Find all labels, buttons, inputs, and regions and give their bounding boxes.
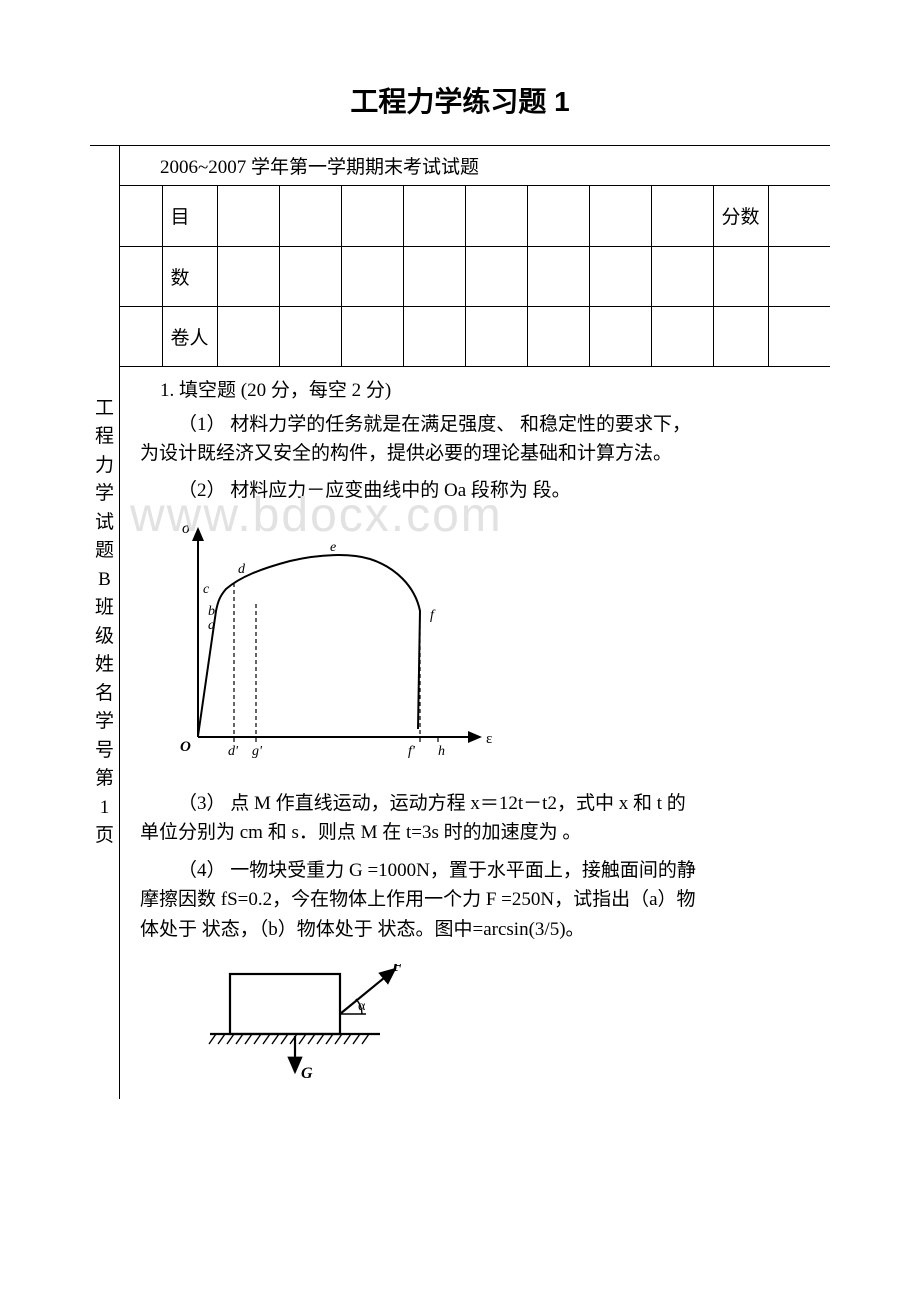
svg-text:d: d bbox=[238, 562, 246, 577]
table-row-label: 卷人 bbox=[162, 306, 217, 366]
q3-line2: 单位分别为 cm 和 s．则点 M 在 t=3s 时的加速度为 。 bbox=[120, 818, 830, 847]
table-cell bbox=[120, 186, 162, 246]
side-label-char: 程 bbox=[95, 423, 114, 452]
svg-text:c: c bbox=[203, 582, 210, 597]
table-cell bbox=[120, 246, 162, 306]
main-content: 2006~2007 学年第一学期期末考试试题 目 分数数卷人 1. 填空题 (20… bbox=[120, 146, 830, 1099]
table-cell bbox=[217, 306, 279, 366]
side-label-char: B bbox=[98, 566, 111, 595]
table-cell bbox=[120, 306, 162, 366]
side-label-char: 力 bbox=[95, 452, 114, 481]
q4-line3: 体处于 状态，（b）物体处于 状态。图中=arcsin(3/5)。 bbox=[120, 915, 830, 944]
svg-text:F: F bbox=[391, 964, 404, 975]
table-cell bbox=[279, 186, 341, 246]
q1-line1: （1） 材料力学的任务就是在满足强度、 和稳定性的要求下， bbox=[120, 402, 830, 439]
table-row: 数 bbox=[120, 246, 830, 306]
table-cell bbox=[403, 306, 465, 366]
table-cell bbox=[341, 186, 403, 246]
table-cell bbox=[713, 246, 768, 306]
svg-text:G: G bbox=[301, 1065, 313, 1082]
table-cell bbox=[403, 186, 465, 246]
table-cell bbox=[279, 246, 341, 306]
stress-strain-chart: www.bdocx.com σεOabcdefd'g'f'h bbox=[120, 506, 830, 781]
table-cell bbox=[341, 306, 403, 366]
side-label-char: 学 bbox=[95, 480, 114, 509]
table-cell bbox=[768, 246, 830, 306]
svg-text:e: e bbox=[330, 540, 336, 555]
block-diagram-svg: F Gα bbox=[200, 964, 420, 1084]
side-label-char: 级 bbox=[95, 623, 114, 652]
side-label-char: 号 bbox=[95, 737, 114, 766]
svg-text:ε: ε bbox=[486, 731, 492, 747]
table-cell bbox=[341, 246, 403, 306]
q1-line2: 为设计既经济又安全的构件，提供必要的理论基础和计算方法。 bbox=[120, 439, 830, 468]
side-label-char: 题 bbox=[95, 537, 114, 566]
side-label-char: 姓 bbox=[95, 651, 114, 680]
table-cell bbox=[465, 186, 527, 246]
table-row-label: 数 bbox=[162, 246, 217, 306]
svg-text:f: f bbox=[430, 608, 436, 623]
q4-line1: （4） 一物块受重力 G =1000N，置于水平面上，接触面间的静 bbox=[120, 848, 830, 885]
q2-text: （2） 材料应力－应变曲线中的 Oa 段称为 段。 bbox=[120, 468, 830, 505]
svg-text:f': f' bbox=[408, 744, 416, 759]
svg-text:g': g' bbox=[252, 744, 263, 759]
side-label-char: 页 bbox=[95, 822, 114, 851]
table-cell bbox=[651, 306, 713, 366]
table-cell bbox=[651, 186, 713, 246]
table-cell bbox=[768, 306, 830, 366]
side-label-char: 试 bbox=[95, 509, 114, 538]
q4-line2: 摩擦因数 fS=0.2，今在物体上作用一个力 F =250N，试指出（a）物 bbox=[120, 885, 830, 914]
table-cell bbox=[768, 186, 830, 246]
svg-text:b: b bbox=[208, 604, 215, 619]
q3-line1: （3） 点 M 作直线运动，运动方程 x＝12t－t2，式中 x 和 t 的 bbox=[120, 781, 830, 818]
table-cell bbox=[527, 306, 589, 366]
side-label-char: 名 bbox=[95, 680, 114, 709]
block-on-surface-diagram: F Gα bbox=[120, 944, 830, 1099]
svg-text:h: h bbox=[438, 744, 445, 759]
side-label-char: 班 bbox=[95, 594, 114, 623]
table-cell bbox=[527, 186, 589, 246]
score-table: 目 分数数卷人 bbox=[120, 186, 830, 367]
stress-strain-svg: σ ε Oabc d e f d' g' f' h bbox=[160, 511, 500, 771]
side-label-char: 工 bbox=[95, 395, 114, 424]
table-cell bbox=[713, 306, 768, 366]
table-cell bbox=[589, 246, 651, 306]
exam-header: 2006~2007 学年第一学期期末考试试题 bbox=[120, 146, 830, 186]
side-label-char: 学 bbox=[95, 708, 114, 737]
side-label-char: 1 bbox=[100, 794, 110, 823]
table-cell bbox=[279, 306, 341, 366]
table-cell bbox=[527, 246, 589, 306]
table-cell: 分数 bbox=[713, 186, 768, 246]
table-row-label: 目 bbox=[162, 186, 217, 246]
svg-text:σ: σ bbox=[182, 520, 191, 537]
table-cell bbox=[589, 186, 651, 246]
page-container: 工程力学练习题 1 工程力学试题B班级姓名学号第1页 2006~2007 学年第… bbox=[0, 0, 920, 1139]
svg-text:O: O bbox=[180, 739, 191, 755]
table-cell bbox=[651, 246, 713, 306]
side-label-char: 第 bbox=[95, 765, 114, 794]
table-cell bbox=[465, 306, 527, 366]
content-wrapper: 工程力学试题B班级姓名学号第1页 2006~2007 学年第一学期期末考试试题 … bbox=[90, 145, 830, 1099]
table-cell bbox=[589, 306, 651, 366]
table-cell bbox=[217, 246, 279, 306]
table-cell bbox=[465, 246, 527, 306]
svg-text:α: α bbox=[358, 999, 366, 1014]
table-cell bbox=[403, 246, 465, 306]
side-vertical-label: 工程力学试题B班级姓名学号第1页 bbox=[90, 146, 120, 1099]
table-cell bbox=[217, 186, 279, 246]
section-1-heading: 1. 填空题 (20 分，每空 2 分) bbox=[120, 367, 830, 402]
svg-text:a: a bbox=[208, 618, 215, 633]
svg-text:d': d' bbox=[228, 744, 239, 759]
page-title: 工程力学练习题 1 bbox=[90, 80, 830, 120]
table-row: 目 分数 bbox=[120, 186, 830, 246]
table-row: 卷人 bbox=[120, 306, 830, 366]
